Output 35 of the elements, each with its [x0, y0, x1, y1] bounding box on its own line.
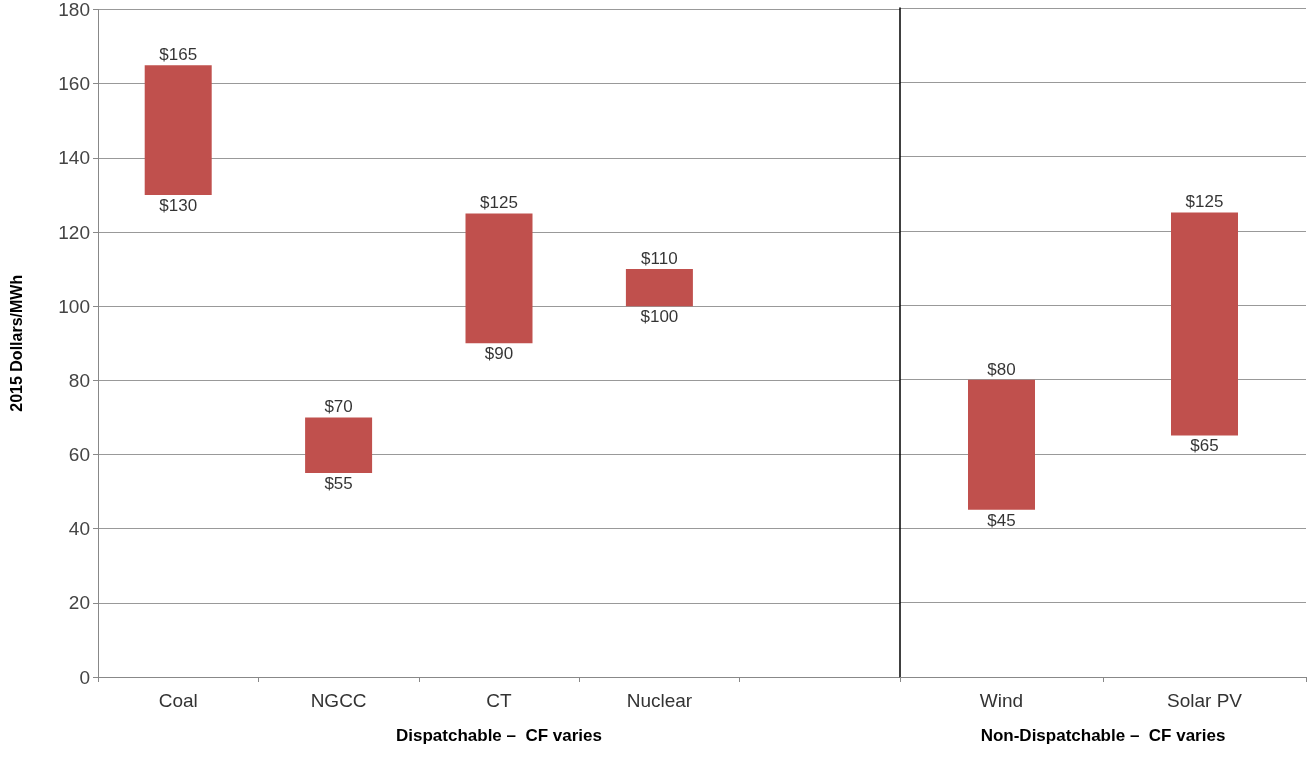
- y-tick-label: 120: [58, 221, 90, 243]
- x-axis-title: Non-Dispatchable – CF varies: [980, 726, 1226, 745]
- annotation: $125: [480, 193, 518, 213]
- annotation: $125: [1185, 192, 1224, 212]
- y-tick-label: 140: [58, 147, 90, 169]
- y-tick-label: 20: [68, 592, 90, 614]
- annotation: $80: [987, 359, 1016, 379]
- y-tick-label: 180: [58, 0, 90, 20]
- bar: [305, 417, 373, 474]
- annotation: $65: [1190, 436, 1219, 456]
- x-tick-label: Nuclear: [626, 690, 693, 711]
- x-tick-label: Wind: [979, 690, 1024, 711]
- annotation: $130: [159, 195, 198, 215]
- x-tick-label: Coal: [158, 690, 198, 711]
- bar: [144, 65, 212, 195]
- y-tick-label: 80: [68, 369, 90, 391]
- y-axis-title: 2015 Dollars/MWh: [7, 274, 25, 412]
- y-tick-label: 0: [79, 666, 90, 688]
- x-tick-label: Solar PV: [1167, 690, 1243, 711]
- y-tick-label: 40: [68, 518, 90, 540]
- annotation: $70: [324, 397, 353, 417]
- annotation: $100: [640, 307, 679, 327]
- bar: [465, 213, 533, 344]
- y-tick-label: 100: [58, 295, 90, 317]
- x-tick-label: CT: [486, 690, 513, 711]
- annotation: $45: [987, 510, 1016, 530]
- y-tick-label: 160: [58, 73, 90, 95]
- bar: [625, 269, 693, 307]
- annotation: $165: [159, 45, 198, 65]
- x-axis-title: Dispatchable – CF varies: [396, 726, 602, 745]
- x-tick-label: NGCC: [310, 690, 367, 711]
- annotation: $110: [641, 249, 678, 269]
- y-tick-label: 60: [68, 444, 90, 465]
- annotation: $55: [324, 474, 353, 494]
- annotation: $90: [484, 344, 514, 364]
